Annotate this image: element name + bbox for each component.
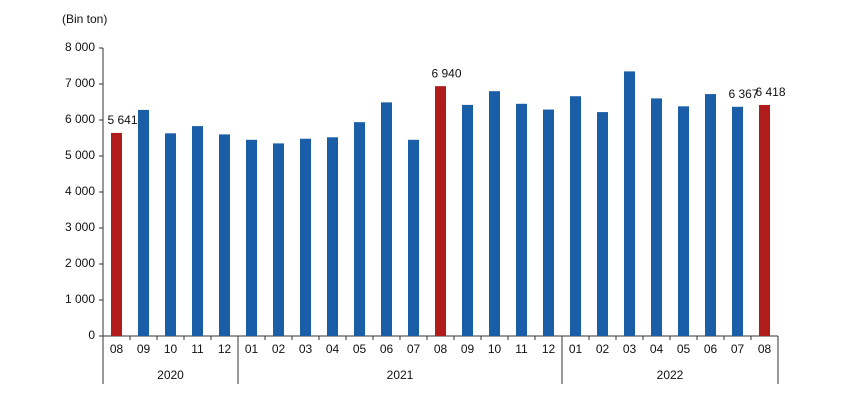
x-tick-label: 10	[488, 342, 502, 356]
value-label: 6 940	[431, 66, 461, 80]
x-tick-label: 08	[758, 342, 772, 356]
bar	[192, 126, 203, 337]
x-tick-label: 12	[542, 342, 556, 356]
y-tick-label: 1 000	[65, 292, 95, 306]
x-tick-label: 03	[299, 342, 313, 356]
y-tick-label: 4 000	[65, 184, 95, 198]
x-tick-label: 07	[407, 342, 421, 356]
y-tick-label: 0	[88, 328, 95, 342]
x-tick-label: 01	[569, 342, 583, 356]
bar	[408, 139, 419, 336]
y-tick-label: 7 000	[65, 76, 95, 90]
bar	[570, 96, 581, 337]
x-tick-label: 11	[191, 342, 204, 356]
bar	[273, 143, 284, 336]
x-tick-label: 09	[137, 342, 151, 356]
bar	[651, 98, 662, 337]
x-tick-label: 10	[164, 342, 178, 356]
x-tick-label: 06	[704, 342, 718, 356]
value-label: 6 418	[755, 85, 785, 99]
bar	[219, 134, 230, 336]
bar	[300, 138, 311, 336]
group-label: 2020	[157, 368, 184, 382]
x-tick-label: 03	[623, 342, 637, 356]
bar	[705, 94, 716, 336]
y-tick-label: 8 000	[65, 40, 95, 54]
x-tick-label: 02	[272, 342, 286, 356]
y-tick-label: 6 000	[65, 112, 95, 126]
x-tick-label: 08	[434, 342, 448, 356]
x-tick-label: 01	[245, 342, 259, 356]
x-tick-label: 04	[326, 342, 340, 356]
bar	[138, 109, 149, 336]
y-tick-label: 2 000	[65, 256, 95, 270]
y-axis-label: (Bin ton)	[62, 12, 107, 26]
bar	[462, 104, 473, 336]
x-tick-label: 11	[515, 342, 528, 356]
bar	[597, 112, 608, 336]
x-tick-label: 07	[731, 342, 745, 356]
bar	[732, 106, 743, 337]
x-tick-label: 12	[218, 342, 232, 356]
x-tick-label: 05	[353, 342, 367, 356]
group-label: 2022	[657, 368, 684, 382]
value-label: 5 641	[107, 113, 137, 127]
y-tick-label: 3 000	[65, 220, 95, 234]
x-tick-label: 06	[380, 342, 394, 356]
x-tick-label: 02	[596, 342, 610, 356]
bar	[246, 139, 257, 336]
bar	[381, 102, 392, 336]
x-tick-label: 08	[110, 342, 124, 356]
bar	[489, 91, 500, 336]
bar	[111, 132, 122, 336]
bar	[543, 109, 554, 336]
x-tick-label: 05	[677, 342, 691, 356]
bar	[354, 122, 365, 336]
bar	[624, 71, 635, 337]
bar	[435, 86, 446, 336]
bar	[678, 106, 689, 336]
y-tick-label: 5 000	[65, 148, 95, 162]
bar	[516, 103, 527, 336]
bar	[759, 104, 770, 337]
group-label: 2021	[387, 368, 414, 382]
bar	[165, 133, 176, 336]
x-tick-label: 04	[650, 342, 664, 356]
x-tick-label: 09	[461, 342, 475, 356]
value-label: 6 367	[728, 87, 758, 101]
bar	[327, 137, 338, 336]
